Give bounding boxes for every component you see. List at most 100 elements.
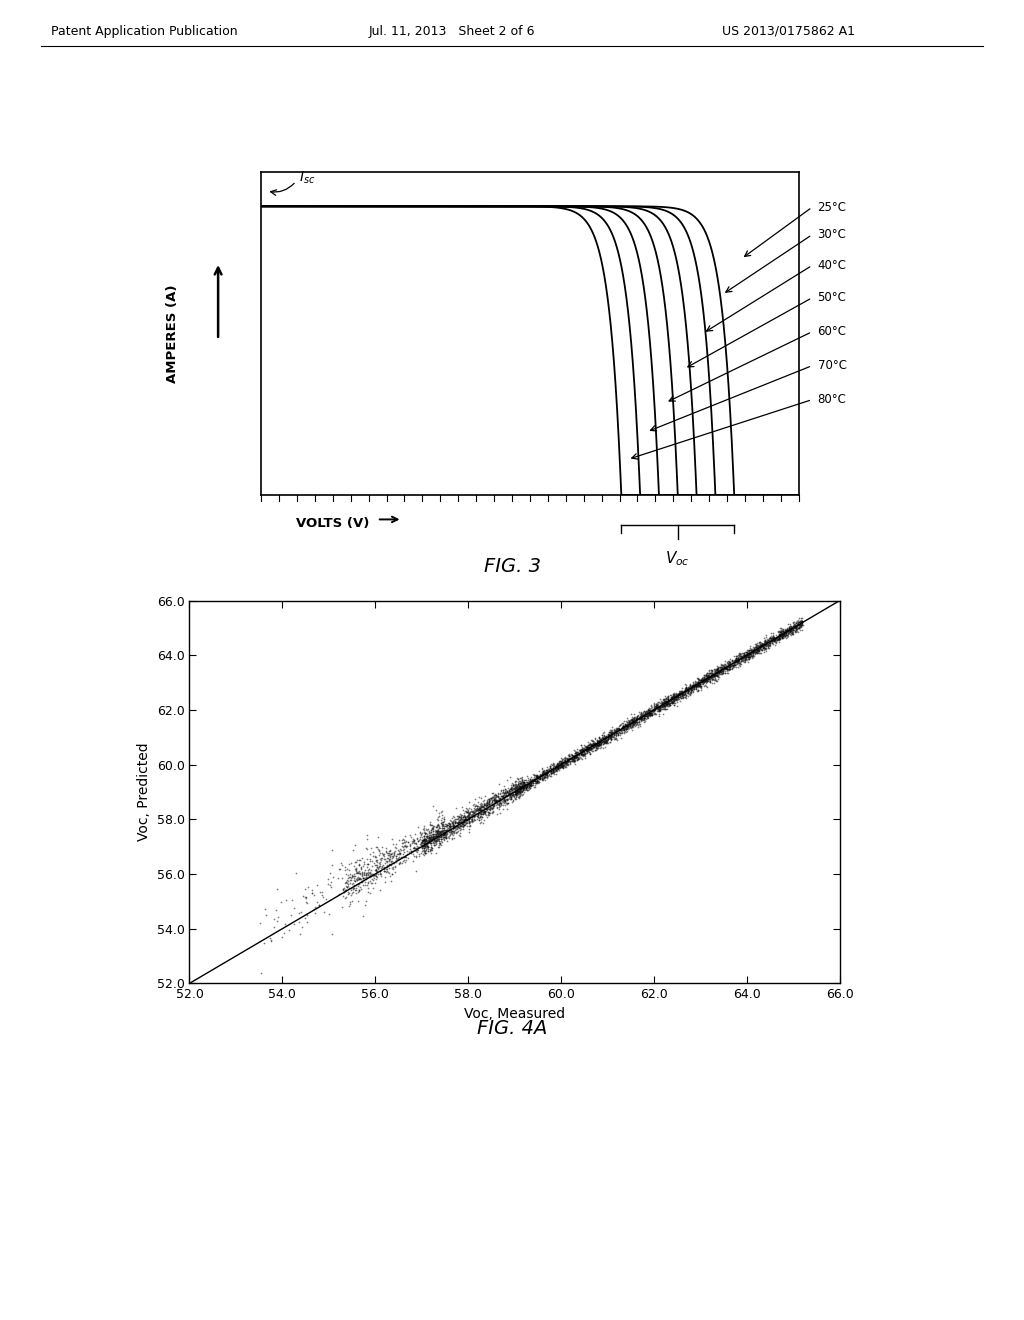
Point <box>425 832 441 853</box>
Point <box>757 634 773 655</box>
Point <box>433 824 450 845</box>
Point <box>738 647 755 668</box>
Point <box>513 780 529 801</box>
Point <box>712 664 728 685</box>
Point <box>636 701 652 722</box>
Point <box>474 804 490 825</box>
Point <box>686 675 702 696</box>
Point <box>543 754 559 775</box>
Point <box>487 791 504 812</box>
Point <box>572 735 589 756</box>
Point <box>765 627 781 648</box>
Point <box>770 630 786 651</box>
Point <box>459 809 475 830</box>
Point <box>699 668 716 689</box>
Point <box>680 681 696 702</box>
Point <box>646 698 663 719</box>
Point <box>670 685 686 706</box>
Point <box>680 677 696 698</box>
Point <box>549 760 565 781</box>
Point <box>387 837 403 858</box>
Point <box>748 640 764 661</box>
Point <box>530 768 547 789</box>
Point <box>658 694 675 715</box>
Point <box>606 723 623 744</box>
Point <box>514 779 530 800</box>
Point <box>561 746 578 767</box>
Point <box>515 776 531 797</box>
Point <box>439 818 456 840</box>
Point <box>600 723 616 744</box>
Point <box>608 721 625 742</box>
Point <box>441 814 458 836</box>
Point <box>662 694 678 715</box>
Point <box>523 772 540 793</box>
Point <box>383 843 399 865</box>
Point <box>496 789 512 810</box>
Point <box>506 781 522 803</box>
Point <box>680 681 696 702</box>
Point <box>430 837 446 858</box>
Point <box>372 879 388 900</box>
Point <box>450 805 466 826</box>
Point <box>753 635 769 656</box>
Point <box>527 771 544 792</box>
Point <box>762 634 778 655</box>
Point <box>790 615 806 636</box>
Point <box>414 836 430 857</box>
Point <box>706 663 722 684</box>
Point <box>659 688 676 709</box>
Point <box>418 830 434 851</box>
Point <box>628 711 644 733</box>
Point <box>481 788 498 809</box>
Point <box>648 696 665 717</box>
Point <box>678 680 694 701</box>
Point <box>628 710 644 731</box>
Point <box>501 780 517 801</box>
Point <box>666 685 682 706</box>
Point <box>606 721 623 742</box>
Point <box>617 713 634 734</box>
Point <box>761 635 777 656</box>
Point <box>650 701 667 722</box>
Point <box>438 830 455 851</box>
Point <box>709 660 725 681</box>
Point <box>484 792 501 813</box>
Point <box>389 840 406 861</box>
Point <box>538 764 554 785</box>
Point <box>419 836 435 857</box>
Point <box>673 685 689 706</box>
Point <box>503 783 519 804</box>
Point <box>751 640 767 661</box>
Point <box>442 816 459 837</box>
Point <box>435 813 452 834</box>
Point <box>436 822 453 843</box>
Point <box>699 668 716 689</box>
Point <box>608 718 625 739</box>
Text: AMPERES (A): AMPERES (A) <box>166 284 179 383</box>
Point <box>465 810 481 832</box>
Point <box>709 655 725 676</box>
Point <box>517 775 534 796</box>
Point <box>409 861 425 882</box>
Point <box>340 871 356 892</box>
Point <box>445 821 462 842</box>
Point <box>780 622 797 643</box>
Point <box>417 840 433 861</box>
Point <box>572 741 589 762</box>
Point <box>514 776 530 797</box>
Point <box>596 733 612 754</box>
Point <box>598 731 614 752</box>
Point <box>483 787 500 808</box>
Point <box>473 796 489 817</box>
Point <box>675 684 691 705</box>
Point <box>440 816 457 837</box>
Point <box>428 821 444 842</box>
Point <box>711 665 727 686</box>
Point <box>599 726 615 747</box>
Point <box>407 830 423 851</box>
Point <box>769 626 785 647</box>
Point <box>470 796 486 817</box>
Point <box>690 677 707 698</box>
Point <box>629 706 645 727</box>
